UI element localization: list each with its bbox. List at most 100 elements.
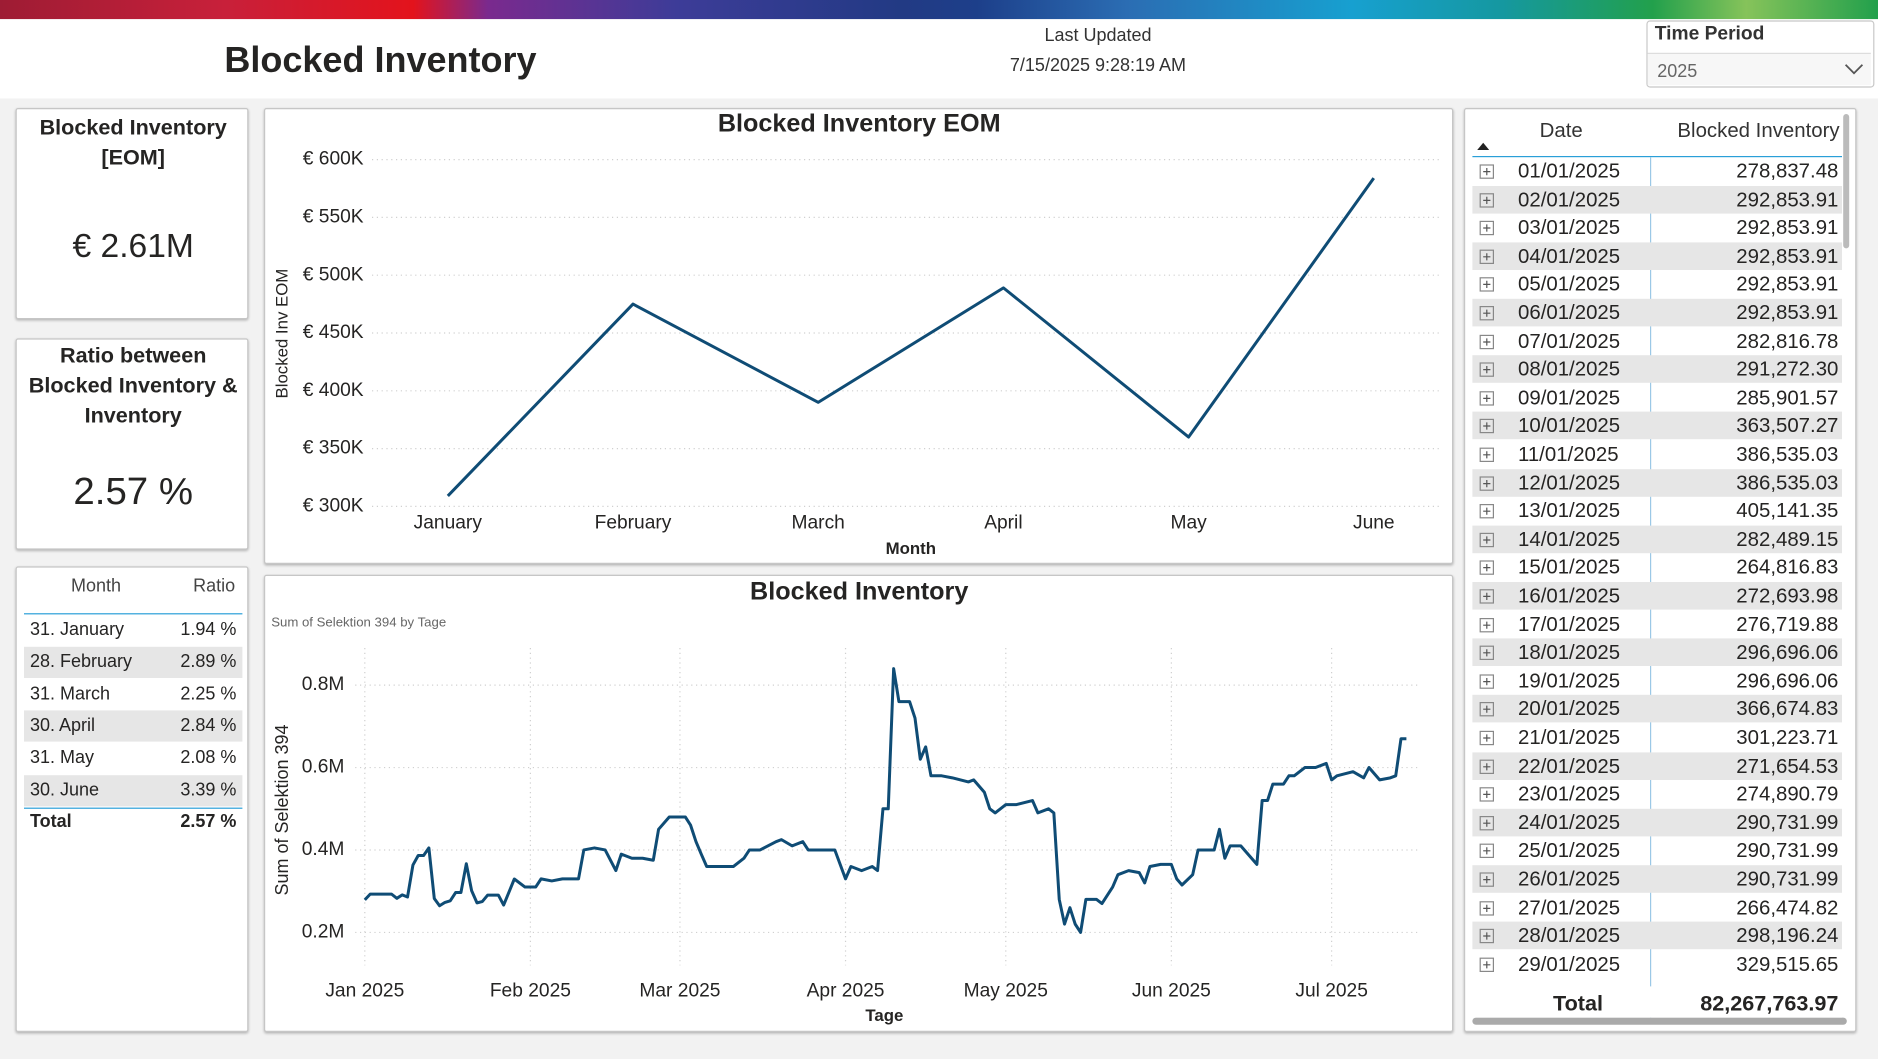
cell: 292,853.91 <box>1736 244 1839 268</box>
expand-icon[interactable] <box>1479 504 1494 519</box>
row-bg <box>1472 582 1843 610</box>
expand-icon[interactable] <box>1479 277 1494 293</box>
expand-icon[interactable] <box>1479 164 1494 179</box>
expand-icon[interactable] <box>1479 929 1494 944</box>
cell: 292,853.91 <box>1736 272 1839 296</box>
x-tick-label: May 2025 <box>964 980 1048 1001</box>
cell: 16/01/2025 <box>1518 584 1621 608</box>
cell: 07/01/2025 <box>1518 329 1621 353</box>
plus <box>1483 847 1491 855</box>
cell: 296,696.06 <box>1736 669 1839 693</box>
expand-icon[interactable] <box>1479 872 1494 887</box>
expand-icon[interactable] <box>1479 419 1494 434</box>
cell: 25/01/2025 <box>1518 839 1621 863</box>
total-rule <box>24 807 243 809</box>
expand-icon[interactable] <box>1479 900 1494 916</box>
plus <box>1483 904 1491 912</box>
expand-icon[interactable] <box>1479 589 1494 604</box>
expand-icon[interactable] <box>1479 815 1494 831</box>
total-value: 82,267,763.97 <box>1700 991 1839 1016</box>
expand-icon[interactable] <box>1479 306 1494 321</box>
last-updated: 7/15/2025 9:28:19 AM <box>1009 55 1187 76</box>
y-tick-label: € 600K <box>303 149 364 170</box>
expand-icon[interactable] <box>1479 362 1494 378</box>
plus <box>1483 592 1491 601</box>
plus <box>1483 394 1491 402</box>
row-bg <box>1472 298 1843 327</box>
x-tick-label: Feb 2025 <box>490 980 571 1001</box>
expand-icon[interactable] <box>1479 645 1494 661</box>
plus <box>1483 224 1491 232</box>
time-period-slicer: Time Period 2025 <box>1646 20 1875 88</box>
x-tick-label: Apr 2025 <box>807 980 885 1001</box>
row-bg <box>1472 242 1843 270</box>
row-bg <box>1472 355 1843 384</box>
card-title: Ratio between Blocked Inventory & Invent… <box>28 343 238 428</box>
y-tick-label: € 300K <box>303 495 364 516</box>
expand-icon[interactable] <box>1479 617 1494 632</box>
y-tick-label: 0.2M <box>302 922 345 943</box>
plus <box>1483 479 1491 487</box>
cell: 290,731.99 <box>1736 810 1839 834</box>
cell: 22/01/2025 <box>1518 754 1621 778</box>
cell: 17/01/2025 <box>1518 612 1621 636</box>
expand-icon[interactable] <box>1479 192 1494 208</box>
cell: 06/01/2025 <box>1518 301 1621 324</box>
expand-icon[interactable] <box>1479 249 1494 264</box>
plus <box>1483 819 1491 827</box>
expand-icon[interactable] <box>1479 674 1494 689</box>
cell: 1.94 % <box>180 619 237 640</box>
cell: 30. April <box>30 715 96 737</box>
plus <box>1483 791 1491 799</box>
card-blocked-eom: Blocked Inventory [EOM] € 2.61M <box>15 108 249 320</box>
y-tick-label: € 500K <box>303 264 364 285</box>
expand-icon[interactable] <box>1479 957 1494 972</box>
y-tick-label: 0.6M <box>302 757 345 778</box>
expand-icon[interactable] <box>1479 702 1494 717</box>
row-bg <box>24 646 243 678</box>
cell: 363,507.27 <box>1736 414 1839 438</box>
total-bg <box>1472 986 1843 1018</box>
cell: 292,853.91 <box>1736 216 1839 240</box>
row-bg <box>1472 412 1843 440</box>
cell: 29/01/2025 <box>1518 952 1621 976</box>
expand-icon[interactable] <box>1479 787 1494 802</box>
header-rule <box>24 613 243 615</box>
expand-icon[interactable] <box>1479 447 1494 463</box>
last-updated-label: Last Updated <box>1044 25 1152 46</box>
cell: 31. January <box>30 619 125 640</box>
row-bg <box>1472 695 1843 723</box>
row-bg <box>1472 751 1843 780</box>
expand-icon[interactable] <box>1479 221 1494 236</box>
chart-eom-panel <box>264 108 1454 565</box>
plus <box>1483 932 1491 940</box>
expand-icon[interactable] <box>1479 532 1494 547</box>
cell: 09/01/2025 <box>1518 386 1621 409</box>
cell: 274,890.79 <box>1736 782 1839 806</box>
y-tick-label: 0.4M <box>302 839 345 860</box>
expand-icon[interactable] <box>1479 844 1494 859</box>
slicer-dropdown[interactable]: 2025 <box>1647 52 1871 86</box>
header-rule <box>1472 156 1843 158</box>
cell: 2.08 % <box>180 747 237 769</box>
expand-icon[interactable] <box>1479 334 1494 349</box>
plus <box>1483 309 1491 317</box>
cell: 26/01/2025 <box>1518 867 1621 891</box>
slicer-label: Time Period <box>1654 24 1765 45</box>
cell: 405,141.35 <box>1736 499 1839 523</box>
y-axis-label: Sum of Selektion 394 <box>272 724 292 895</box>
expand-icon[interactable] <box>1479 475 1494 491</box>
x-tick-label: Jan 2025 <box>325 980 404 1001</box>
cell: 2.89 % <box>180 651 237 672</box>
cell: 2.25 % <box>180 683 237 704</box>
cell: 11/01/2025 <box>1518 442 1619 466</box>
expand-icon[interactable] <box>1479 730 1494 746</box>
expand-icon[interactable] <box>1479 759 1494 774</box>
expand-icon[interactable] <box>1479 560 1494 576</box>
y-tick-label: € 450K <box>303 322 364 343</box>
x-tick-label: Jul 2025 <box>1295 980 1368 1001</box>
expand-icon[interactable] <box>1479 390 1494 406</box>
total-label: Total <box>1552 991 1603 1016</box>
cell: 02/01/2025 <box>1518 187 1621 211</box>
